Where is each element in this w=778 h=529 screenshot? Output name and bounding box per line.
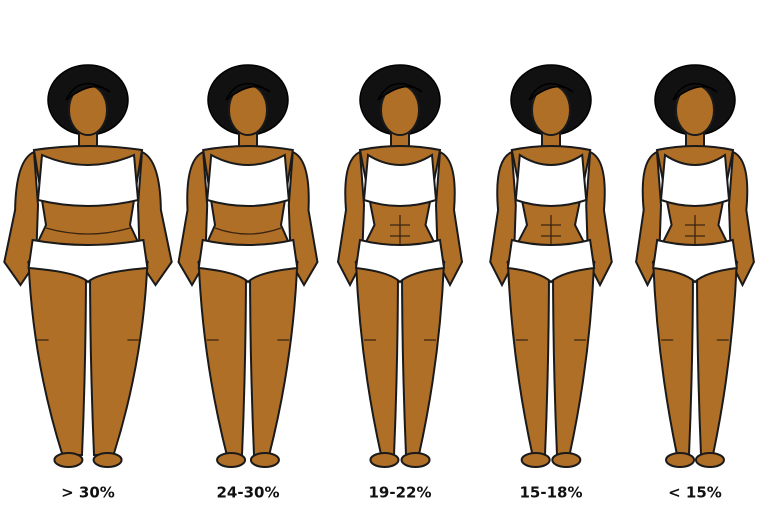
foot	[216, 452, 247, 468]
figure	[489, 64, 613, 468]
leg	[197, 261, 248, 456]
top-garment	[514, 153, 588, 207]
foot	[520, 452, 551, 468]
foot	[249, 452, 280, 468]
belly	[45, 227, 131, 235]
figure	[336, 64, 464, 468]
leg	[400, 261, 446, 456]
bottom-garment	[354, 238, 446, 284]
bottom-garment	[506, 238, 596, 284]
leg	[652, 261, 695, 456]
bangs	[377, 83, 423, 101]
top-garment	[36, 153, 140, 207]
arm	[3, 150, 40, 287]
top-garment	[659, 153, 731, 207]
leg	[551, 261, 596, 456]
foot	[53, 452, 84, 468]
leg	[506, 261, 551, 456]
figure-label: 19-22%	[368, 484, 431, 502]
figure-label: 24-30%	[216, 484, 279, 502]
foot	[92, 452, 123, 468]
foot	[551, 452, 582, 468]
bottom-garment	[27, 238, 149, 284]
bangs	[65, 83, 111, 101]
bangs	[528, 83, 574, 101]
arm	[136, 150, 173, 287]
bottom-garment	[197, 238, 299, 284]
abs	[685, 215, 705, 245]
leg	[248, 261, 299, 456]
abs	[390, 215, 410, 245]
belly	[214, 227, 282, 235]
leg	[88, 261, 149, 456]
figure	[635, 64, 755, 468]
figure	[177, 64, 319, 468]
leg	[695, 261, 738, 456]
abs	[541, 215, 561, 245]
leg	[354, 261, 400, 456]
figure-label: > 30%	[61, 484, 115, 502]
foot	[369, 452, 400, 468]
bangs	[225, 83, 271, 101]
foot	[665, 452, 696, 468]
figure	[3, 64, 173, 468]
top-garment	[206, 153, 290, 207]
figure-label: 15-18%	[519, 484, 582, 502]
bangs	[672, 83, 718, 101]
foot	[694, 452, 725, 468]
foot	[400, 452, 431, 468]
leg	[27, 261, 88, 456]
figure-label: < 15%	[668, 484, 722, 502]
top-garment	[362, 153, 438, 207]
bottom-garment	[652, 238, 738, 284]
